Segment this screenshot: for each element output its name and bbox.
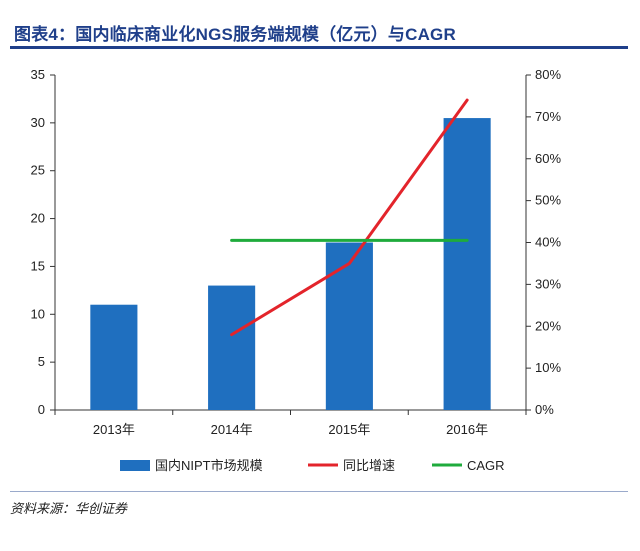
x-tick-label: 2016年 xyxy=(446,422,488,437)
legend: 国内NIPT市场规模 同比增速 CAGR xyxy=(120,458,505,473)
source-note: 资料来源：华创证券 xyxy=(10,501,128,516)
x-tick-label: 2013年 xyxy=(93,422,135,437)
right-tick-label: 0% xyxy=(535,402,554,417)
right-tick-label: 20% xyxy=(535,318,561,333)
bar xyxy=(443,118,491,411)
legend-swatch xyxy=(120,460,150,471)
bars xyxy=(90,118,491,411)
legend-label: 国内NIPT市场规模 xyxy=(155,458,263,473)
chart-title: 图表4：国内临床商业化NGS服务端规模（亿元）与CAGR xyxy=(14,25,456,44)
right-tick-label: 80% xyxy=(535,67,561,82)
legend-label: CAGR xyxy=(467,458,505,473)
left-tick-label: 15 xyxy=(31,258,45,273)
x-tick-label: 2014年 xyxy=(211,422,253,437)
x-tick-label: 2015年 xyxy=(328,422,370,437)
left-tick-label: 25 xyxy=(31,163,45,178)
chart: 0 5 10 15 20 25 30 35 0% 10% 20% 30% 40% 50% 60% 70% 80… xyxy=(31,67,562,473)
left-tick-label: 5 xyxy=(38,354,45,369)
left-ticks: 0 5 10 15 20 25 30 35 xyxy=(31,67,55,417)
bar xyxy=(208,285,256,410)
x-ticks: 2013年 2014年 2015年 2016年 xyxy=(54,410,527,437)
left-tick-label: 35 xyxy=(31,67,45,82)
right-tick-label: 40% xyxy=(535,235,561,250)
left-tick-label: 20 xyxy=(31,211,45,226)
right-tick-label: 10% xyxy=(535,360,561,375)
title-rule xyxy=(10,46,628,49)
line-series xyxy=(230,98,469,337)
right-tick-label: 30% xyxy=(535,276,561,291)
left-tick-label: 0 xyxy=(38,402,45,417)
left-tick-label: 30 xyxy=(31,115,45,130)
bar xyxy=(90,304,138,410)
legend-label: 同比增速 xyxy=(343,458,395,473)
right-tick-label: 70% xyxy=(535,109,561,124)
right-ticks: 0% 10% 20% 30% 40% 50% 60% 70% 80% xyxy=(526,67,561,417)
lines xyxy=(230,98,469,337)
bar xyxy=(325,242,373,410)
source-rule xyxy=(10,491,628,492)
right-tick-label: 60% xyxy=(535,151,561,166)
right-tick-label: 50% xyxy=(535,193,561,208)
left-tick-label: 10 xyxy=(31,306,45,321)
